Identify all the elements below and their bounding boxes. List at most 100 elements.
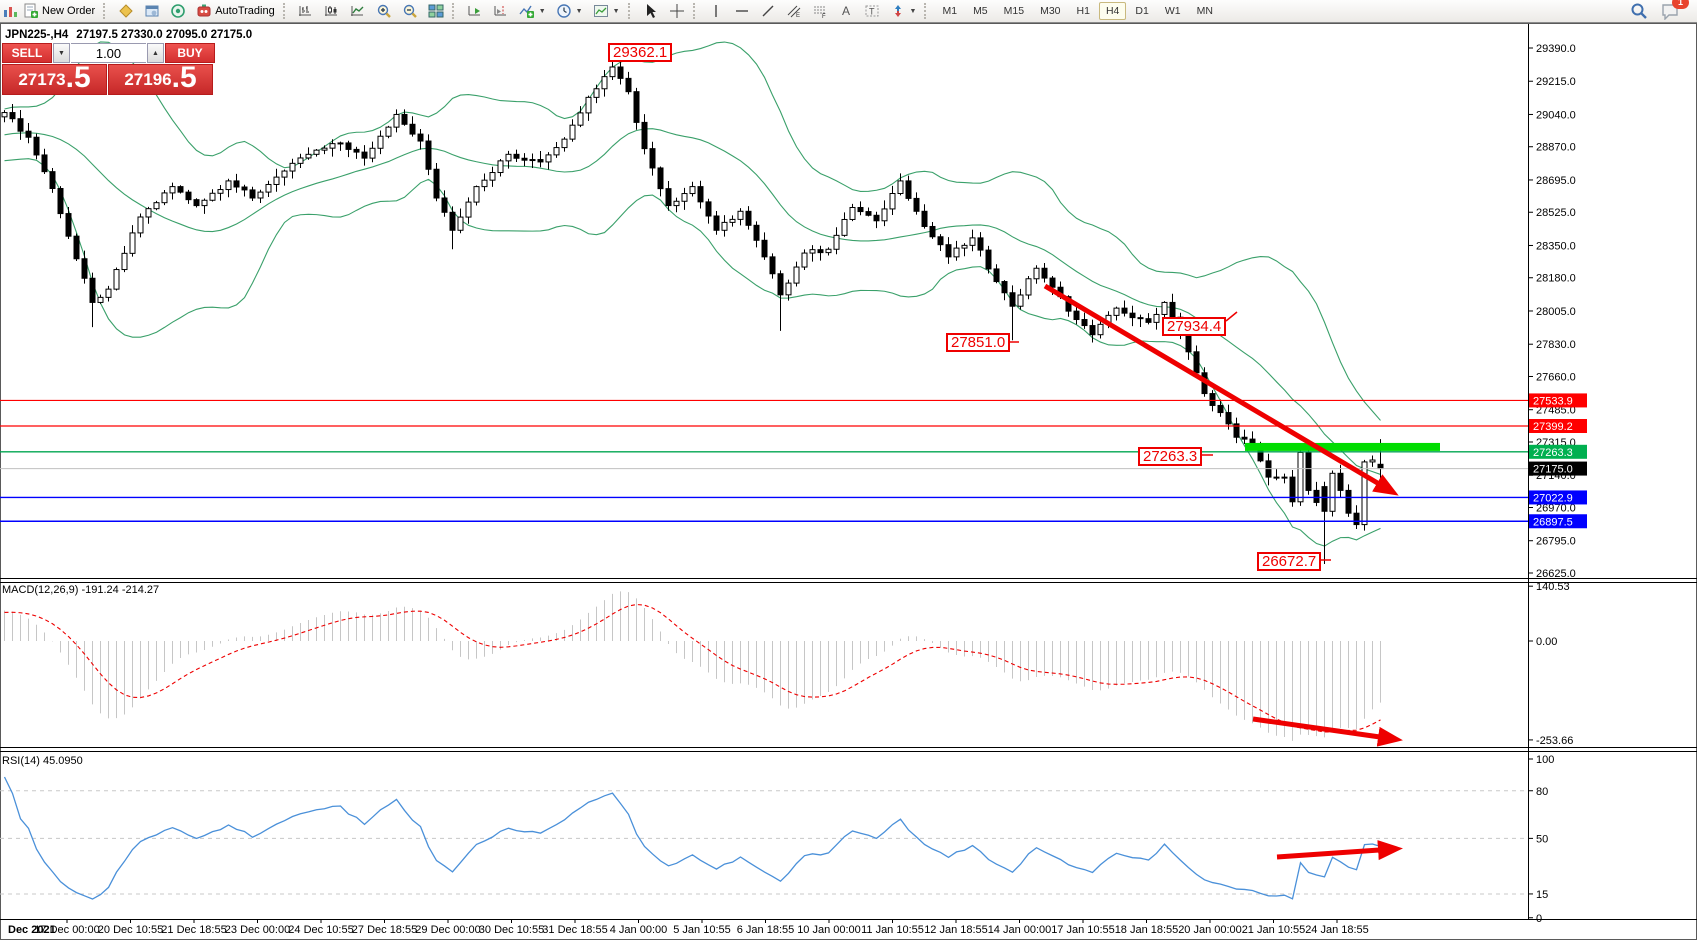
candlestick-mode-button[interactable] <box>319 0 345 22</box>
price-annotation-box[interactable]: 26672.7 <box>1257 552 1322 571</box>
price-annotation-box[interactable]: 27263.3 <box>1138 447 1203 466</box>
volume-decrease-button[interactable]: ▼ <box>53 43 70 63</box>
volume-increase-button[interactable]: ▲ <box>147 43 164 63</box>
chevron-down-icon: ▼ <box>575 7 583 15</box>
zoom-in-button[interactable] <box>371 0 397 22</box>
svg-text:24 Dec 10:55: 24 Dec 10:55 <box>288 924 353 936</box>
equidistant-channel-icon: E <box>786 3 802 19</box>
svg-text:28525.0: 28525.0 <box>1536 207 1576 219</box>
sell-price-fraction: .5 <box>65 61 91 94</box>
sell-price-display[interactable]: 27173.5 <box>2 61 107 95</box>
timeframe-button-m5[interactable]: M5 <box>973 5 988 17</box>
sell-price-main: 27173 <box>18 70 66 89</box>
svg-text:A: A <box>842 4 850 18</box>
line-chart-mode-button[interactable] <box>345 0 371 22</box>
svg-text:27485.0: 27485.0 <box>1536 405 1576 417</box>
drawn-objects <box>1010 283 1403 861</box>
svg-text:29390.0: 29390.0 <box>1536 43 1576 55</box>
horizontal-line-tool-button[interactable] <box>729 0 755 22</box>
bar-chart-mode-button[interactable] <box>293 0 319 22</box>
price-tag <box>1529 490 1587 505</box>
svg-text:30 Dec 10:55: 30 Dec 10:55 <box>479 924 544 936</box>
svg-text:5 Jan 10:55: 5 Jan 10:55 <box>673 924 731 936</box>
crosshair-icon <box>669 3 685 19</box>
vertical-line-tool-button[interactable] <box>703 0 729 22</box>
svg-text:27399.2: 27399.2 <box>1533 421 1573 433</box>
chart-title: JPN225-,H4 27197.5 27330.0 27095.0 27175.… <box>5 29 252 41</box>
price-annotation-box[interactable]: 27851.0 <box>946 333 1011 352</box>
timeframe-button-m15[interactable]: M15 <box>1003 5 1025 17</box>
tile-windows-icon <box>428 3 444 19</box>
new-order-label: New Order <box>42 5 96 17</box>
zoom-out-button[interactable] <box>397 0 423 22</box>
chart-shift-button[interactable] <box>488 0 514 22</box>
timeframe-button-h1[interactable]: H1 <box>1076 5 1090 17</box>
arrow-shapes-icon <box>890 3 906 19</box>
chart-shift-icon <box>493 3 509 19</box>
new-order-button[interactable]: New Order <box>18 0 100 22</box>
price-tag <box>1529 444 1587 459</box>
toolbar-separator <box>924 3 931 19</box>
channel-tool-button[interactable]: E <box>781 0 807 22</box>
volume-input[interactable]: 1.00 <box>71 43 146 63</box>
sell-button[interactable]: SELL <box>2 43 52 63</box>
ohlc-quote-label: 27197.5 27330.0 27095.0 27175.0 <box>76 29 253 41</box>
crosshair-tool-button[interactable] <box>664 0 690 22</box>
text-tool-button[interactable]: A <box>833 0 859 22</box>
svg-text:6 Jan 18:55: 6 Jan 18:55 <box>737 924 795 936</box>
clock-icon <box>556 3 572 19</box>
cursor-tool-button[interactable] <box>638 0 664 22</box>
text-label-tool-button[interactable]: T <box>859 0 885 22</box>
candlestick-icon <box>324 3 340 19</box>
data-window-button[interactable] <box>139 0 165 22</box>
trendline-tool-button[interactable] <box>755 0 781 22</box>
search-icon[interactable] <box>1629 1 1649 21</box>
toolbar-separator <box>451 3 459 19</box>
market-watch-button[interactable] <box>113 0 139 22</box>
svg-text:27263.3: 27263.3 <box>1533 447 1573 459</box>
price-annotation-box[interactable]: 29362.1 <box>608 43 673 62</box>
svg-text:12 Jan 18:55: 12 Jan 18:55 <box>924 924 988 936</box>
price-axis: 29390.0 29215.0 29040.0 28870.0 28695.0 28525… <box>1528 43 1587 925</box>
trend-arrow <box>1276 840 1403 861</box>
timeframe-button-d1[interactable]: D1 <box>1135 5 1149 17</box>
navigator-button[interactable] <box>165 0 191 22</box>
templates-button[interactable]: ▼ <box>588 0 625 22</box>
auto-scroll-button[interactable] <box>462 0 488 22</box>
price-annotation-box[interactable]: 27934.4 <box>1162 317 1227 336</box>
svg-text:23 Dec 00:00: 23 Dec 00:00 <box>225 924 290 936</box>
timeframe-button-m1[interactable]: M1 <box>942 5 958 17</box>
indicators-button[interactable]: ▼ <box>514 0 551 22</box>
autotrading-button[interactable]: AutoTrading <box>191 0 280 22</box>
svg-text:14 Jan 00:00: 14 Jan 00:00 <box>988 924 1052 936</box>
timeframe-button-mn[interactable]: MN <box>1196 5 1213 17</box>
annotation-connector <box>1225 311 1238 322</box>
timeframe-button-h4[interactable]: H4 <box>1098 2 1127 20</box>
svg-text:11 Jan 10:55: 11 Jan 10:55 <box>861 924 924 936</box>
fibonacci-tool-button[interactable]: F <box>807 0 833 22</box>
chat-notification-icon[interactable]: 1 <box>1659 0 1689 21</box>
horizontal-line-icon <box>734 3 750 19</box>
cursor-arrow-icon <box>643 3 659 19</box>
timeframe-button-m30[interactable]: M30 <box>1040 5 1061 17</box>
symbol-period-label: JPN225-,H4 <box>5 29 69 41</box>
rsi-pane <box>0 776 1528 900</box>
timeframe-button-w1[interactable]: W1 <box>1164 5 1181 17</box>
svg-text:0.00: 0.00 <box>1536 636 1557 648</box>
trend-arrow <box>1252 716 1403 747</box>
price-tag <box>1529 461 1587 476</box>
periods-button[interactable]: ▼ <box>551 0 588 22</box>
svg-text:26897.5: 26897.5 <box>1533 516 1573 528</box>
timeframe-toolbar: M1 M5 M15 M30 H1 H4 D1 W1 MN <box>934 1 1220 22</box>
buy-price-display[interactable]: 27196.5 <box>108 63 213 95</box>
trend-arrow <box>1043 283 1399 496</box>
buy-button[interactable]: BUY <box>165 43 215 63</box>
chevron-down-icon: ▼ <box>909 7 917 15</box>
tile-windows-button[interactable] <box>423 0 449 22</box>
price-tag <box>1529 418 1587 433</box>
svg-text:10 Jan 00:00: 10 Jan 00:00 <box>797 924 861 936</box>
svg-text:-253.66: -253.66 <box>1536 735 1573 747</box>
svg-text:31 Dec 18:55: 31 Dec 18:55 <box>542 924 607 936</box>
arrows-tool-button[interactable]: ▼ <box>885 0 922 22</box>
